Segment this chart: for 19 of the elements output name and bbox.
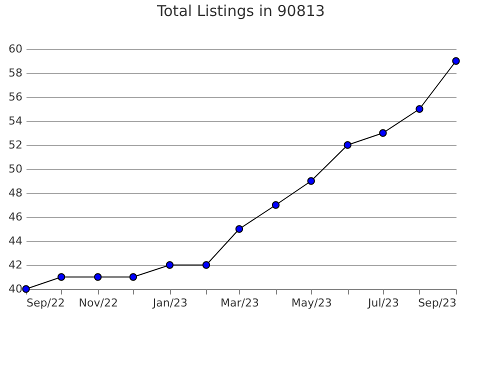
- y-tick-label: 60: [8, 42, 22, 56]
- x-tick-label: Sep/22: [26, 296, 65, 310]
- x-tick-label: Sep/23: [418, 296, 456, 310]
- y-tick-label: 40: [8, 282, 22, 296]
- y-tick-label: 46: [8, 210, 22, 224]
- y-tick-label: 48: [8, 186, 22, 200]
- y-tick-label: 44: [8, 234, 22, 248]
- y-tick-label: 50: [8, 162, 22, 176]
- x-tick-label: Jan/23: [152, 296, 188, 310]
- x-tick-label: Mar/23: [220, 296, 259, 310]
- y-tick-label: 54: [8, 114, 22, 128]
- x-tick-label: Nov/22: [78, 296, 118, 310]
- y-tick-label: 58: [8, 66, 22, 80]
- y-tick-label: 56: [8, 90, 22, 104]
- y-tick-label: 52: [8, 138, 22, 152]
- x-tick-label: Jul/23: [366, 296, 399, 310]
- y-tick-label: 42: [8, 258, 22, 272]
- chart-title: Total Listings in 90813: [156, 2, 325, 20]
- x-tick-label: May/23: [291, 296, 332, 310]
